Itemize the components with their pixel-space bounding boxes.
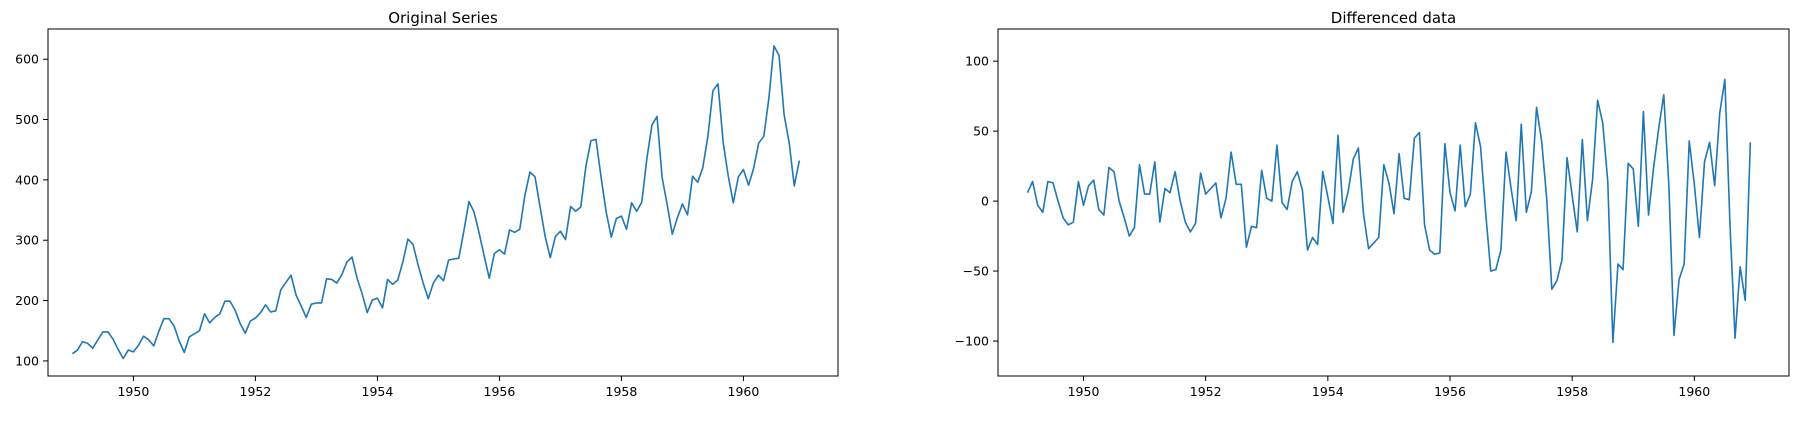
x-tick-label: 1956	[484, 384, 516, 399]
x-tick-label: 1950	[117, 384, 149, 399]
x-tick-label: 1958	[1556, 384, 1588, 399]
series-line	[1026, 78, 1752, 344]
series-line	[71, 45, 801, 360]
x-tick-label: 1958	[606, 384, 638, 399]
y-tick-label: 100	[15, 353, 39, 368]
x-tick-label: 1954	[362, 384, 394, 399]
y-tick-label: 100	[965, 54, 989, 69]
y-tick-label: 400	[15, 172, 39, 187]
y-tick-label: −100	[955, 334, 989, 349]
x-tick-label: 1960	[728, 384, 760, 399]
y-tick-label: 300	[15, 233, 39, 248]
plot-area-frame	[997, 28, 1790, 377]
x-tick-label: 1950	[1068, 384, 1100, 399]
y-tick-label: 50	[973, 124, 989, 139]
chart-title: Differenced data	[1331, 9, 1456, 27]
x-tick-label: 1952	[1190, 384, 1222, 399]
plot-area-frame	[47, 28, 839, 377]
y-tick-label: 600	[15, 52, 39, 67]
y-tick-label: 200	[15, 293, 39, 308]
x-tick-label: 1954	[1312, 384, 1344, 399]
chart-title: Original Series	[388, 9, 498, 27]
y-tick-label: 0	[981, 194, 989, 209]
axis-ticks: 1950 1952 1954 1956 1958 1960 100 200 300 400 500 6…	[15, 52, 759, 399]
x-tick-label: 1956	[1434, 384, 1466, 399]
x-tick-label: 1952	[240, 384, 272, 399]
differenced-data-chart: Differenced data 1950 1952 1954 1956 1958 196…	[955, 9, 1790, 399]
x-tick-label: 1960	[1678, 384, 1710, 399]
y-tick-label: 500	[15, 112, 39, 127]
axis-ticks: 1950 1952 1954 1956 1958 1960 −100 −50 0 50 100	[955, 54, 1711, 399]
original-series-chart: Original Series 1950 1952 1954 1956 1958 1960…	[15, 9, 839, 399]
y-tick-label: −50	[963, 264, 989, 279]
